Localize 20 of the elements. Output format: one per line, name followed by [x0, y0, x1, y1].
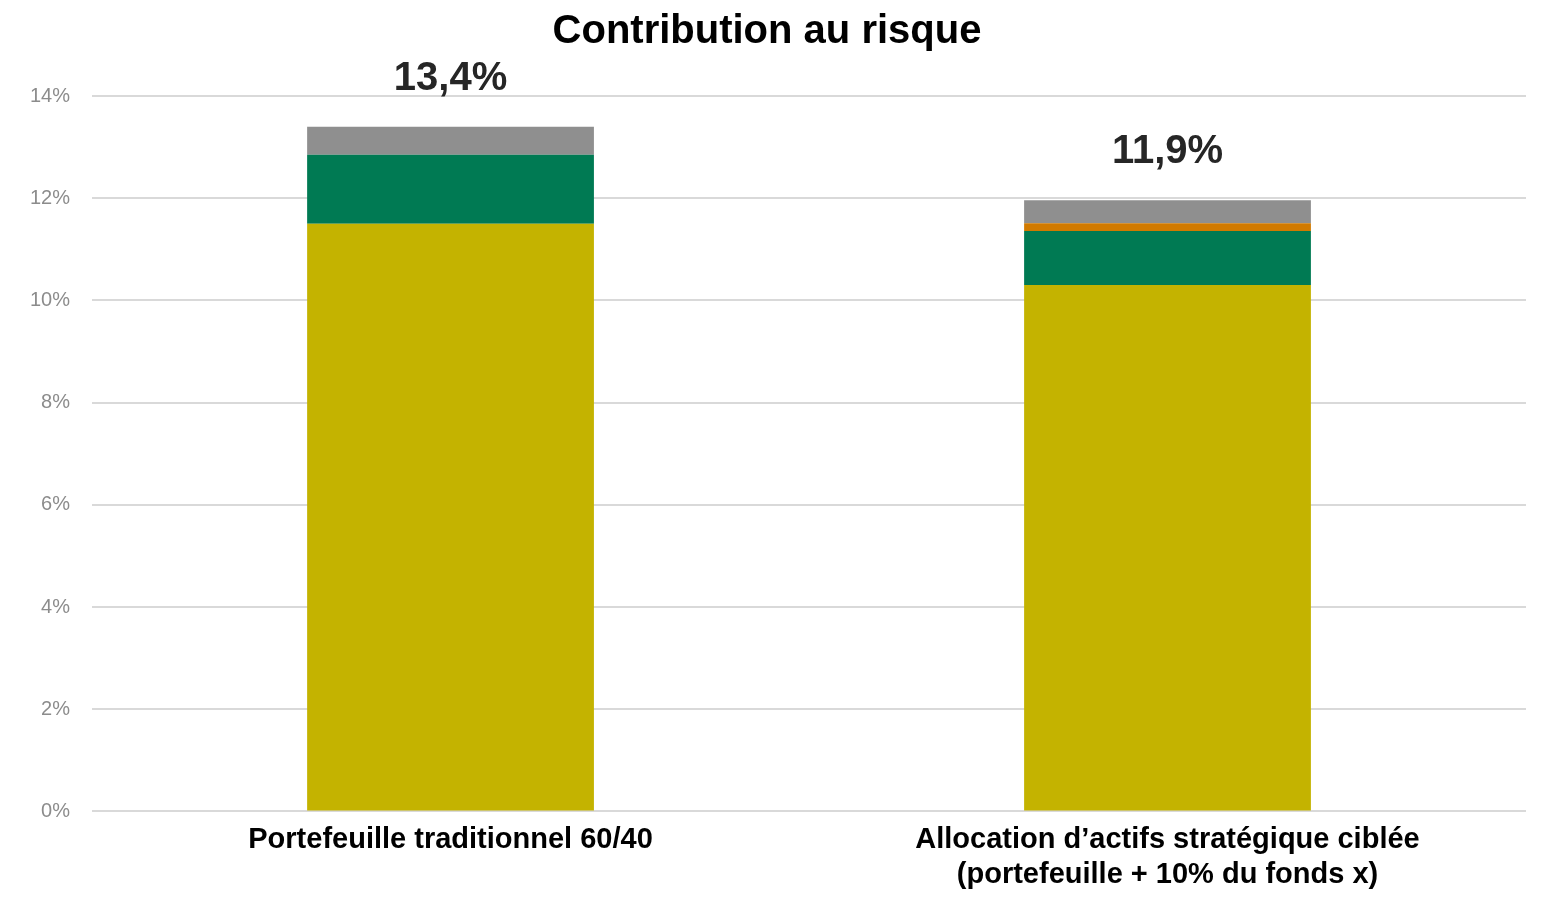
y-tick-label: 4%	[41, 594, 71, 617]
bar	[1024, 230, 1311, 286]
y-tick-label: 12%	[30, 185, 71, 208]
x-tick-label: Allocation d’actifs stratégique ciblée (portefeuille + 10% du fonds x)	[915, 821, 1420, 889]
total-label: 13,4%	[393, 53, 508, 98]
y-tick-label: 14%	[30, 83, 71, 106]
bar	[1024, 200, 1311, 224]
chart-title: Contribution au risque	[552, 7, 982, 52]
bar	[307, 126, 594, 155]
bar	[1024, 223, 1311, 231]
bar	[1024, 285, 1311, 811]
y-tick-label: 2%	[41, 696, 71, 719]
total-label: 11,9%	[1111, 127, 1224, 172]
y-tick-label: 10%	[30, 287, 71, 310]
bar	[307, 223, 594, 811]
y-tick-label: 6%	[41, 492, 71, 515]
y-tick-label: 0%	[41, 798, 71, 821]
x-tick-label: Portefeuille traditionnel 60/40	[248, 821, 653, 854]
y-tick-label: 8%	[41, 390, 71, 413]
bar	[307, 154, 594, 224]
